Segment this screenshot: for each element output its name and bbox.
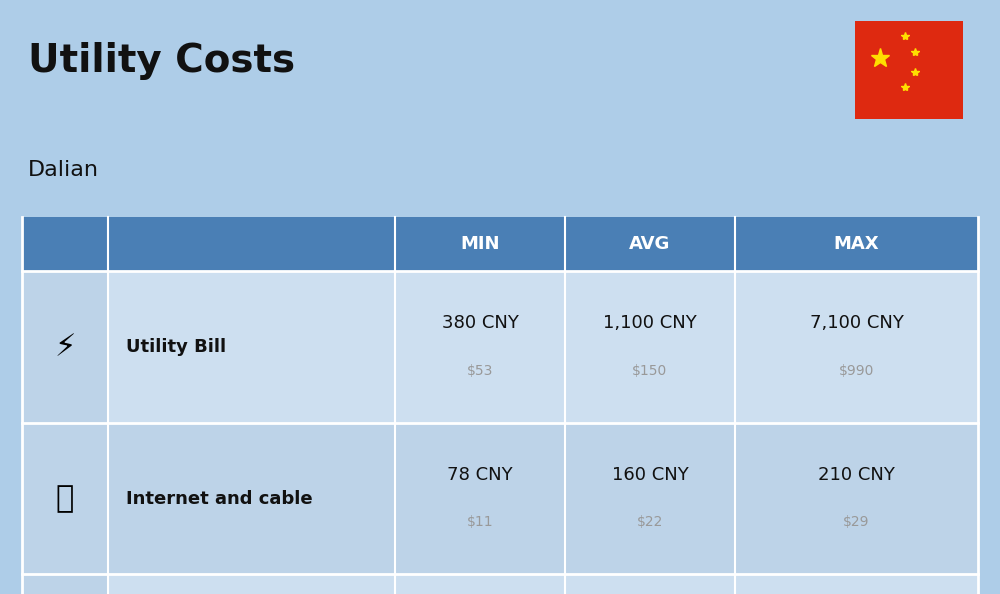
Text: 1,100 CNY: 1,100 CNY: [603, 314, 697, 333]
Text: AVG: AVG: [629, 235, 671, 253]
Text: $53: $53: [467, 364, 493, 378]
Text: 210 CNY: 210 CNY: [818, 466, 895, 484]
Bar: [22, 423, 108, 574]
Text: 160 CNY: 160 CNY: [612, 466, 688, 484]
Bar: [855, 21, 963, 119]
Text: 7,100 CNY: 7,100 CNY: [810, 314, 903, 333]
Bar: [22, 217, 978, 271]
Text: Utility Costs: Utility Costs: [28, 42, 295, 80]
Text: $29: $29: [843, 516, 870, 529]
Bar: [22, 271, 978, 423]
Text: $150: $150: [632, 364, 668, 378]
Text: $11: $11: [467, 516, 493, 529]
Text: $22: $22: [637, 516, 663, 529]
Bar: [22, 574, 108, 594]
Text: 78 CNY: 78 CNY: [447, 466, 513, 484]
Text: Internet and cable: Internet and cable: [126, 489, 313, 508]
Text: 380 CNY: 380 CNY: [442, 314, 518, 333]
Text: Utility Bill: Utility Bill: [126, 338, 226, 356]
Text: 📶: 📶: [56, 484, 74, 513]
Text: Dalian: Dalian: [28, 160, 99, 181]
Text: MIN: MIN: [460, 235, 500, 253]
Bar: [22, 423, 978, 574]
Text: ⚡: ⚡: [54, 333, 76, 362]
Text: MAX: MAX: [834, 235, 879, 253]
Bar: [22, 574, 978, 594]
Bar: [22, 271, 108, 423]
Text: $990: $990: [839, 364, 874, 378]
